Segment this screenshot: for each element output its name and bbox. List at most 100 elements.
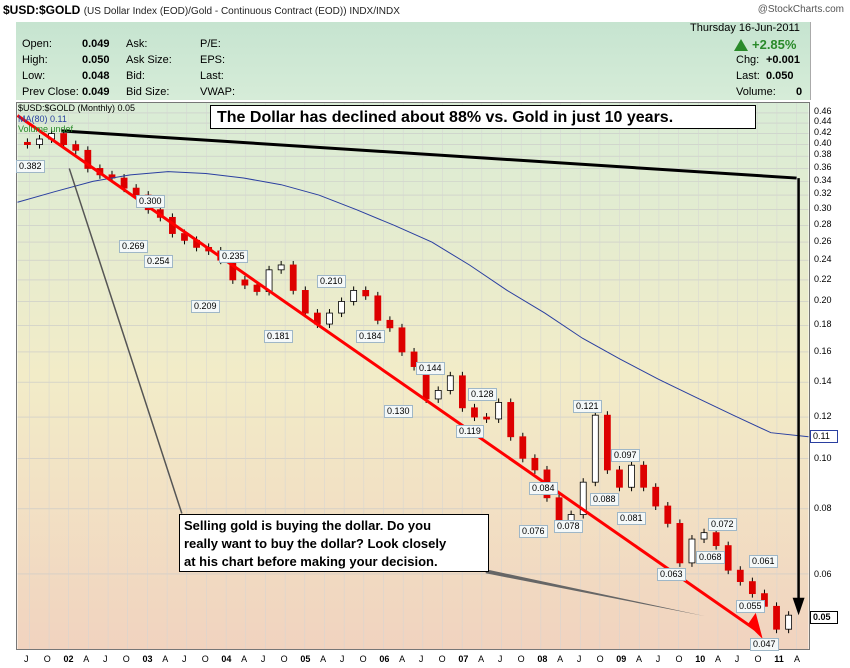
y-tick-label: 0.18 — [814, 319, 832, 330]
y-tick-label: 0.14 — [814, 376, 832, 387]
candle-body — [603, 414, 611, 471]
x-tick-label: A — [320, 654, 327, 664]
candle-body — [326, 312, 333, 325]
candle-body — [700, 532, 708, 540]
x-tick-label: J — [260, 654, 266, 664]
volume-label: Volume: — [736, 86, 776, 98]
x-tick-label: J — [734, 654, 740, 664]
y-tick-label: 0.34 — [814, 174, 832, 185]
x-tick-label: J — [576, 654, 582, 664]
y-tick-label: 0.32 — [814, 188, 832, 199]
y-tick-label: 0.38 — [814, 149, 832, 160]
data-label: 0.209 — [191, 300, 220, 313]
y-tick-label: 0.42 — [814, 126, 832, 137]
candle-body — [519, 436, 527, 459]
note-line-1: Selling gold is buying the dollar. Do yo… — [184, 518, 432, 533]
x-tick-label: A — [241, 654, 248, 664]
data-label: 0.084 — [529, 482, 558, 495]
high-label: High: — [22, 54, 48, 66]
headline-callout: The Dollar has declined about 88% vs. Go… — [210, 105, 756, 129]
candle-body — [628, 464, 635, 488]
x-tick-label: J — [24, 654, 29, 664]
data-label: 0.078 — [554, 520, 583, 533]
x-tick-label: 03 — [142, 654, 153, 664]
x-tick-label: O — [517, 654, 525, 664]
data-label: 0.076 — [519, 525, 548, 538]
x-tick-label: O — [43, 654, 51, 664]
resistance-line — [61, 129, 797, 180]
candle-body — [507, 402, 515, 438]
last-label: Last: — [200, 70, 224, 82]
candle-body — [724, 545, 732, 571]
legend-series: $USD:$GOLD (Monthly) 0.05 — [18, 103, 136, 113]
x-tick-label: A — [399, 654, 406, 664]
x-tick-label: O — [754, 654, 762, 664]
candle-body — [531, 457, 539, 471]
candle-body — [386, 319, 394, 329]
y-tick-label: 0.36 — [814, 161, 832, 172]
candle-body — [459, 375, 466, 409]
data-label: 0.119 — [456, 425, 484, 438]
y-tick-label: 0.46 — [814, 106, 832, 116]
prev-close-label: Prev Close: — [22, 86, 79, 98]
candle-body — [362, 290, 370, 297]
x-tick-label: J — [655, 654, 661, 664]
data-label: 0.130 — [384, 405, 413, 418]
last-value-badge: 0.05 — [810, 611, 838, 624]
candle-body — [736, 569, 744, 583]
symbol: $USD:$GOLD — [3, 3, 81, 17]
candle-body — [24, 141, 31, 145]
last-price-label: Last: — [736, 70, 760, 82]
x-tick-label: 09 — [616, 654, 627, 664]
pe-label: P/E: — [200, 38, 221, 50]
y-axis — [810, 102, 850, 650]
open-value: 0.049 — [82, 38, 110, 50]
ma80-line — [17, 171, 809, 438]
data-label: 0.055 — [736, 600, 765, 613]
x-tick-label: 02 — [63, 654, 74, 664]
price-series — [24, 129, 793, 634]
data-label: 0.081 — [617, 512, 646, 525]
note-callout: Selling gold is buying the dollar. Do yo… — [179, 514, 489, 572]
x-tick-label: O — [280, 654, 288, 664]
data-label: 0.068 — [696, 551, 725, 564]
candle-body — [60, 133, 68, 145]
note-line-2: really want to buy the dollar? Look clos… — [184, 536, 447, 551]
y-tick-label: 0.12 — [814, 411, 832, 422]
x-tick-label: A — [478, 654, 485, 664]
candle-body — [241, 279, 249, 286]
callout-pointer-top — [68, 168, 183, 514]
candle-body — [652, 486, 660, 507]
candle-body — [446, 375, 454, 391]
volume-value: 0 — [796, 86, 803, 98]
candle-body — [253, 284, 261, 292]
candle-body — [579, 481, 587, 515]
data-label: 0.121 — [573, 400, 602, 413]
y-tick-label: 0.30 — [814, 203, 832, 214]
chart-title: $USD:$GOLD (US Dollar Index (EOD)/Gold -… — [3, 3, 400, 17]
candle-body — [72, 144, 80, 151]
candle-body — [36, 138, 43, 145]
data-label: 0.254 — [144, 255, 173, 268]
data-label: 0.382 — [16, 160, 45, 173]
x-tick-label: O — [596, 654, 604, 664]
candle-body — [495, 402, 503, 420]
candle-body — [398, 327, 406, 353]
percent-change: +2.85% — [752, 37, 797, 52]
data-label: 0.184 — [356, 330, 385, 343]
x-tick-label: A — [794, 654, 801, 664]
x-tick-label: 06 — [379, 654, 390, 664]
x-tick-label: O — [122, 654, 130, 664]
candle-body — [374, 295, 382, 321]
change-value: +0.001 — [766, 54, 800, 66]
ask-size-label: Ask Size: — [126, 54, 172, 66]
data-label: 0.072 — [708, 518, 737, 531]
x-tick-label: A — [83, 654, 90, 664]
x-tick-label: A — [162, 654, 169, 664]
quote-date: Thursday 16-Jun-2011 — [690, 22, 800, 34]
candle-body — [483, 416, 490, 420]
candle-body — [410, 351, 418, 367]
candle-body — [434, 390, 442, 400]
y-tick-label: 0.44 — [814, 116, 832, 127]
legend-ma: MA(80) 0.11 — [18, 114, 67, 124]
